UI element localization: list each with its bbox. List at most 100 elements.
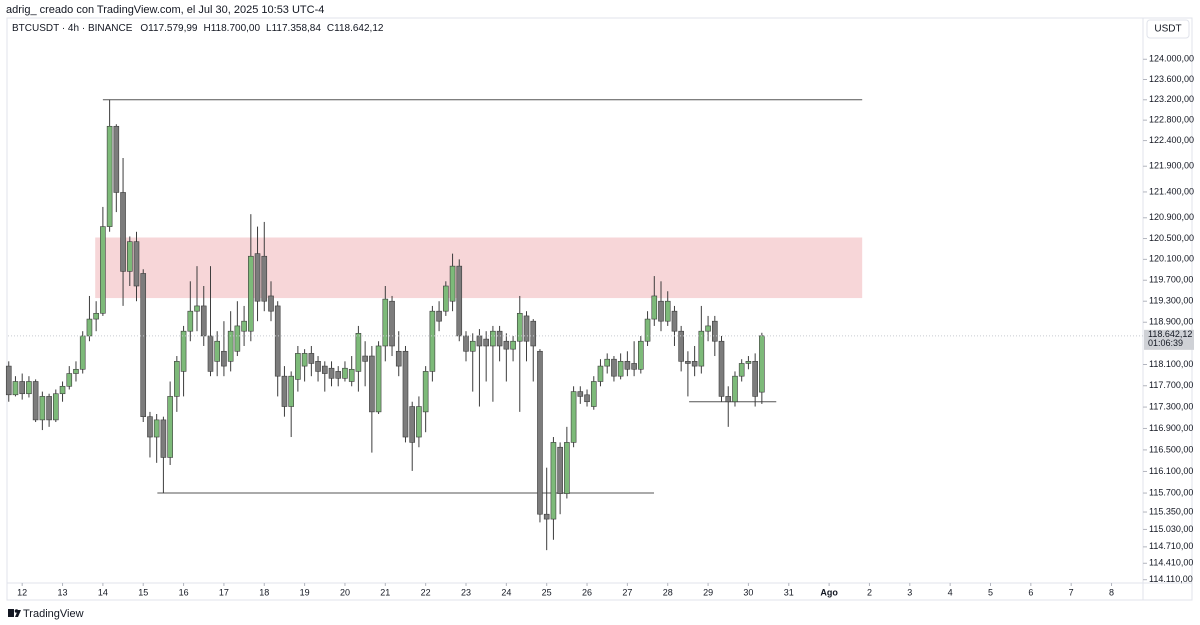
y-tick-label: 114.710,00 (1149, 541, 1193, 551)
candle-body (705, 325, 711, 332)
candle-body (738, 363, 745, 377)
candle-body (483, 338, 489, 347)
ohlc-value: 117.579,99 (148, 23, 198, 34)
caption: adrig_ creado con TradingView.com, el Ju… (6, 4, 324, 16)
candle-body (321, 365, 328, 374)
y-tick-label: 120.900,00 (1149, 212, 1194, 222)
candle-body (745, 361, 752, 364)
x-tick-label: 7 (1069, 587, 1074, 597)
candle-body (194, 305, 200, 312)
candle-body (86, 318, 93, 337)
candle-body (604, 358, 611, 367)
candle-body (59, 385, 66, 395)
candle-body (443, 285, 449, 312)
candle-body (174, 361, 180, 397)
x-tick-label: 5 (988, 587, 993, 597)
candle-body (66, 373, 73, 387)
candle-body (214, 340, 220, 362)
symbol-header: BTCUSDT · 4h · BINANCE O117.579,99 H118.70… (12, 23, 384, 34)
candle-body (308, 353, 315, 364)
candle-body (315, 361, 321, 372)
candle-body (355, 333, 362, 372)
candle-body (476, 335, 483, 347)
candle-body (268, 295, 274, 312)
y-tick-label: 117.300,00 (1149, 401, 1193, 411)
x-tick-label: 21 (380, 587, 390, 597)
candle-body (651, 295, 658, 320)
ohlc-label: H (203, 23, 210, 34)
candle-body (93, 312, 99, 320)
x-tick-label: 30 (743, 587, 753, 597)
candle-body (113, 125, 120, 193)
candle-body (12, 381, 19, 396)
y-tick-label: 115.350,00 (1149, 506, 1193, 516)
candle-body (32, 381, 39, 421)
candle-body (254, 253, 261, 302)
candle-body (395, 350, 402, 367)
y-tick-label: 116.100,00 (1149, 466, 1193, 476)
candle-body (26, 381, 32, 395)
x-tick-label: 16 (179, 587, 189, 597)
candle-body (348, 368, 355, 382)
candle-body (180, 330, 187, 372)
candle-body (207, 335, 214, 372)
candle-body (503, 340, 510, 350)
x-tick-label: 28 (663, 587, 673, 597)
symbol: BTCUSDT · 4h · BINANCE (12, 23, 133, 34)
candle-body (409, 406, 416, 443)
y-tick-label: 114.110,00 (1149, 574, 1193, 584)
candle-body (153, 419, 160, 438)
x-tick-label: 27 (622, 587, 632, 597)
candle-body (221, 350, 227, 367)
x-tick-label: 8 (1109, 587, 1114, 597)
candle-body (611, 358, 617, 377)
candle-body (382, 298, 389, 347)
candle-body (664, 300, 671, 322)
y-tick-label: 118.100,00 (1149, 359, 1193, 369)
ohlc-label: O (140, 23, 148, 34)
candle-body (698, 330, 705, 367)
candle-body (140, 273, 147, 417)
ohlc-value: 117.358,84 (272, 23, 322, 34)
candle-body (510, 340, 516, 350)
candle-body (496, 330, 503, 347)
candle-body (106, 125, 113, 227)
candle-body (39, 396, 46, 421)
x-tick-label: 12 (17, 587, 27, 597)
candle-body (429, 310, 436, 372)
candle-body (617, 361, 624, 377)
y-tick-label: 117.700,00 (1149, 380, 1193, 390)
candle-body (375, 345, 382, 413)
candle-body (577, 391, 584, 397)
y-tick-label: 124.000,00 (1149, 54, 1194, 64)
candle-body (590, 381, 597, 407)
candle-body (160, 419, 167, 458)
y-tick-label: 122.800,00 (1149, 115, 1194, 125)
x-tick-label: 13 (58, 587, 68, 597)
candle-body (550, 442, 557, 520)
candle-body (120, 192, 126, 272)
candle-body (248, 255, 254, 332)
candle-body (389, 300, 395, 347)
currency-box[interactable] (1146, 19, 1190, 39)
countdown: 01:06:39 (1148, 338, 1183, 348)
candle-body (671, 310, 678, 332)
candle-body (732, 375, 738, 403)
candle-body (234, 325, 241, 352)
y-tick-label: 121.400,00 (1149, 186, 1194, 196)
y-tick-label: 123.600,00 (1149, 74, 1194, 84)
candle-body (301, 353, 308, 367)
candle-body (712, 320, 718, 342)
x-tick-label: 23 (461, 587, 471, 597)
candle-body (328, 367, 335, 379)
ohlc-value: 118.700,00 (211, 23, 261, 34)
y-tick-label: 115.700,00 (1149, 487, 1193, 497)
candle-body (584, 394, 590, 403)
currency[interactable]: USDT (1154, 24, 1181, 35)
candle-body (261, 255, 268, 302)
y-tick-label: 119.300,00 (1149, 296, 1193, 306)
candle-body (516, 312, 523, 342)
candle-body (342, 367, 348, 379)
